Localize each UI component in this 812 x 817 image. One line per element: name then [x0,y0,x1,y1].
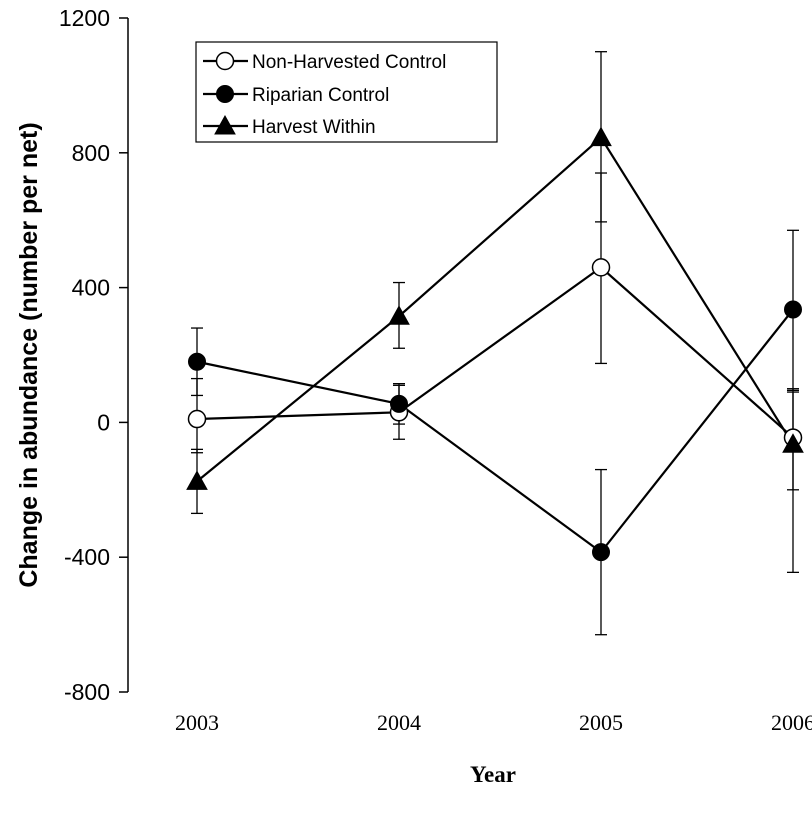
legend-label: Harvest Within [252,117,376,138]
harvest-within-point [388,305,410,325]
non-harvested-control-line [196,265,794,439]
riparian-control-point [592,543,610,562]
legend-item-riparian-control: Riparian Control [203,85,389,106]
harvest-within-point [782,433,804,453]
y-tick-label: -800 [64,679,110,705]
non-harvested-control-point [591,258,611,277]
harvest-within-error-bar [787,391,799,574]
x-tick-label: 2004 [377,710,421,735]
legend-marker [216,85,234,103]
harvest-within-point [590,126,612,147]
harvest-within-line [196,135,794,483]
legend-label: Non-Harvested Control [252,52,446,73]
legend: Non-Harvested Control Riparian Control Har… [195,41,498,143]
harvest-within-point [186,470,208,490]
y-tick-label: 400 [72,275,110,301]
legend-item-non-harvested-control: Non-Harvested Control [203,51,446,73]
y-tick-label: 800 [72,140,110,166]
legend-label: Riparian Control [252,85,389,106]
y-axis-label: Change in abundance (number per net) [15,122,43,587]
x-tick-label: 2006 [771,710,812,735]
x-axis-label: Year [470,762,516,787]
legend-marker [214,114,236,135]
y-tick-label: -400 [64,544,110,570]
legend-marker [215,51,235,71]
y-tick-label: 1200 [59,5,110,31]
non-harvested-control-point [187,409,207,429]
riparian-control-point [784,300,802,319]
x-tick-label: 2005 [579,710,623,735]
y-tick-label: 0 [97,409,110,435]
x-tick-label: 2003 [175,710,219,735]
riparian-control-point [188,352,206,371]
riparian-control-line [196,308,794,554]
legend-item-harvest-within: Harvest Within [203,114,376,138]
riparian-control-point [390,394,408,413]
